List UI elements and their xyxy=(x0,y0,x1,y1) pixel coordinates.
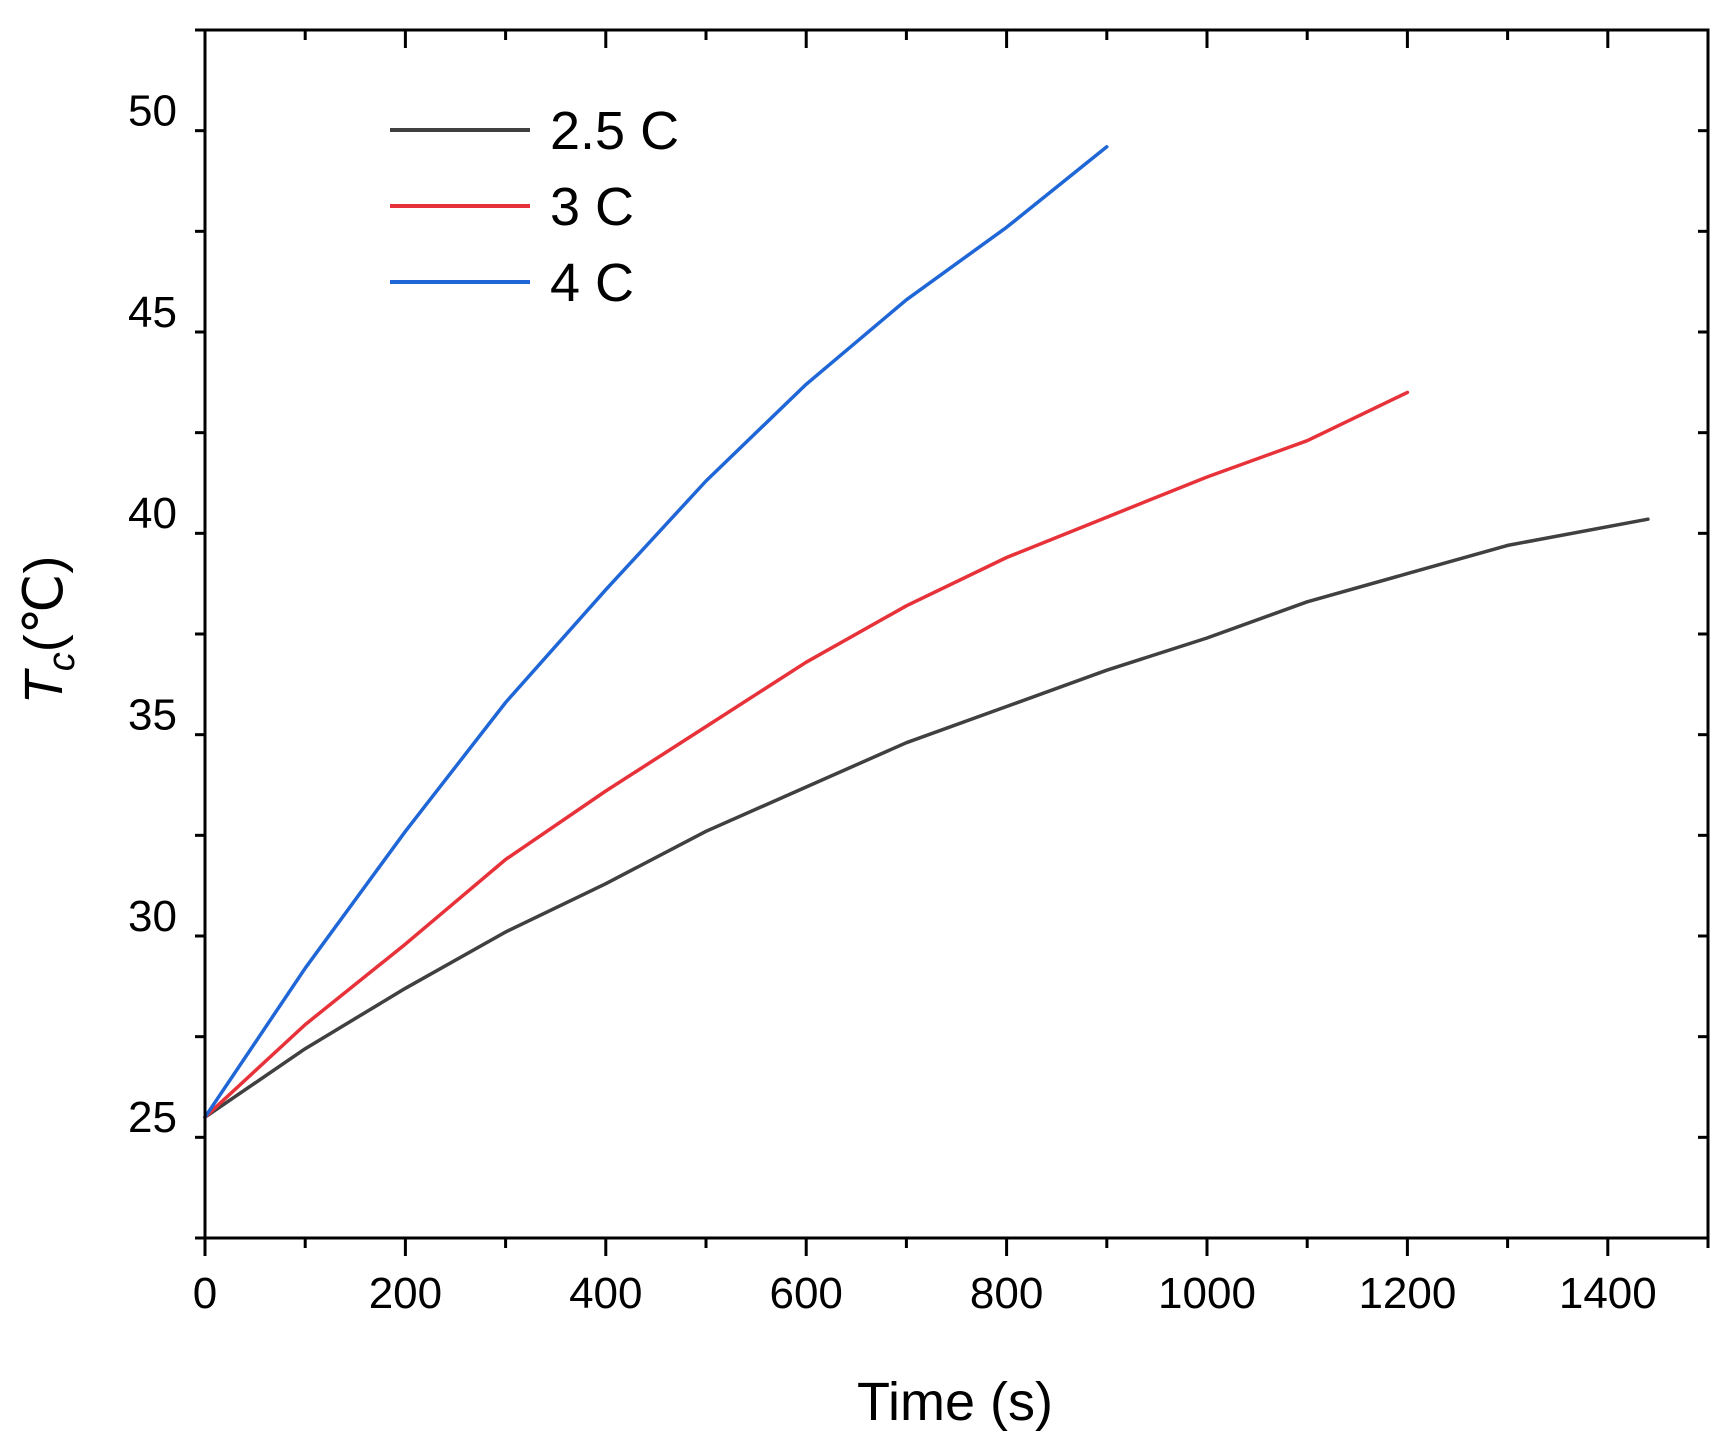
legend-label-2: 3 C xyxy=(550,177,634,237)
y-axis-title-main: T xyxy=(14,667,74,704)
series-layer xyxy=(203,145,1650,1119)
x-tick-label: 400 xyxy=(569,1269,642,1318)
legend-label-1: 2.5 C xyxy=(550,101,679,161)
legend-label-3: 4 C xyxy=(550,253,634,313)
x-tick-label: 800 xyxy=(970,1269,1043,1318)
x-axis-title: Time (s) xyxy=(857,1372,1053,1432)
series-line-3 xyxy=(203,145,1109,1119)
tick-labels-layer: 0 200 400 600 800 1000 1200 1400 25 30 35 40 45 50 xyxy=(128,87,1657,1318)
legend: 2.5 C 3 C 4 C xyxy=(390,101,679,313)
x-tick-label: 200 xyxy=(369,1269,442,1318)
y-tick-label: 30 xyxy=(128,892,177,941)
y-tick-label: 25 xyxy=(128,1093,177,1142)
series-line-1 xyxy=(203,517,1650,1119)
x-tick-label: 600 xyxy=(769,1269,842,1318)
y-axis-title-subscript: c xyxy=(41,652,83,671)
x-tick-label: 1400 xyxy=(1559,1269,1657,1318)
series-line-2 xyxy=(203,390,1410,1119)
y-axis-title: Tc(℃) xyxy=(14,556,83,705)
y-tick-label: 50 xyxy=(128,87,177,136)
x-tick-label: 1200 xyxy=(1358,1269,1456,1318)
y-tick-label: 40 xyxy=(128,489,177,538)
y-tick-label: 45 xyxy=(128,288,177,337)
x-tick-label: 0 xyxy=(193,1269,217,1318)
y-axis-title-unit: (℃) xyxy=(14,556,74,653)
x-tick-label: 1000 xyxy=(1158,1269,1256,1318)
y-tick-label: 35 xyxy=(128,691,177,740)
ticks-layer xyxy=(195,28,1710,1256)
